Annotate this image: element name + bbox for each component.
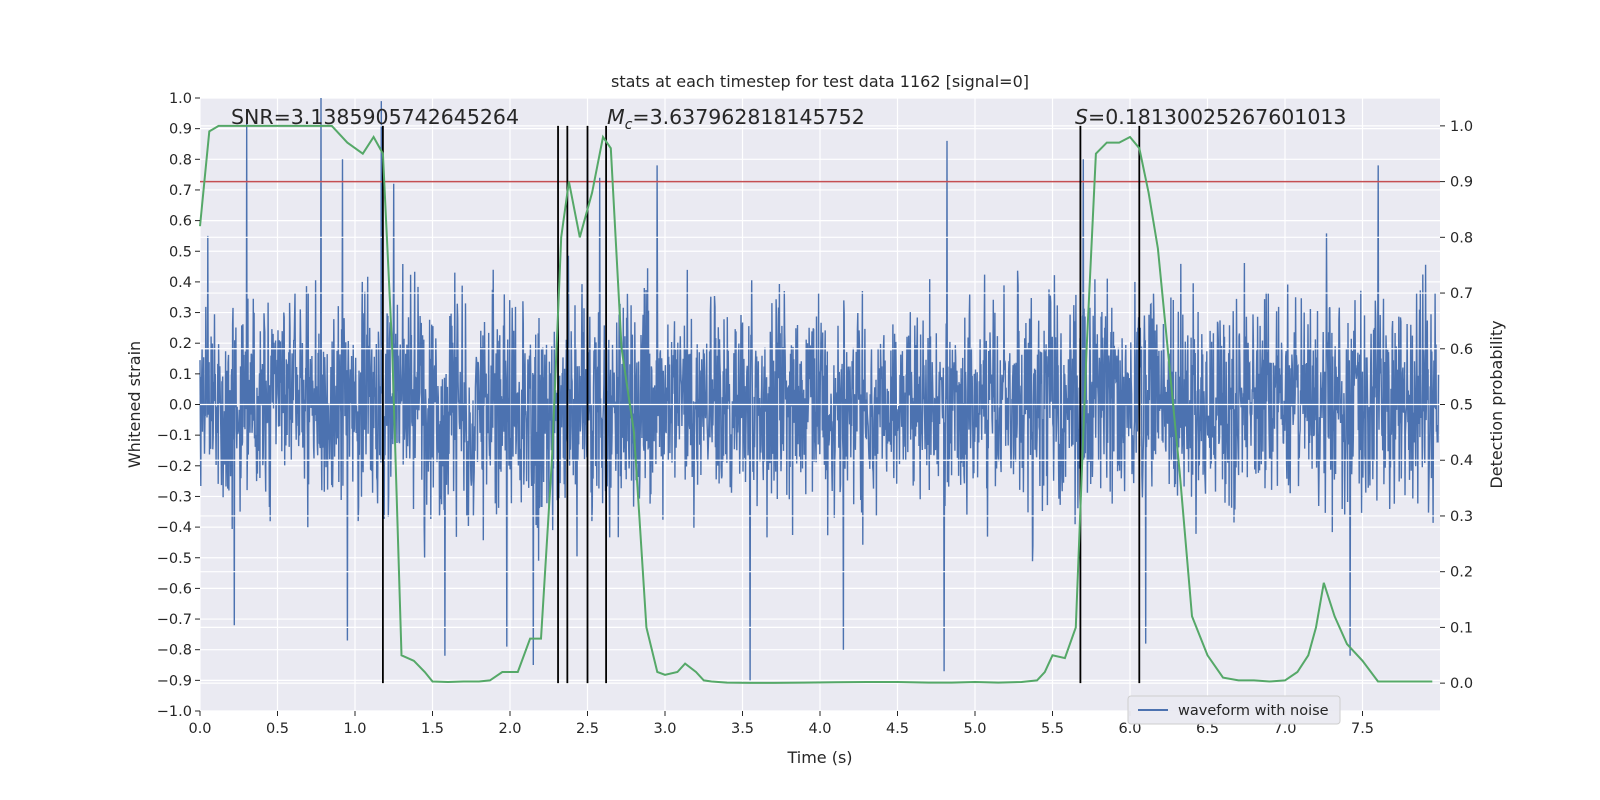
y-right-axis-label: Detection probability [1487, 320, 1506, 488]
y-left-tick-label: −0.7 [157, 612, 192, 628]
y-right-tick-label: 0.3 [1450, 509, 1473, 525]
horizontal-overlay [200, 125, 1440, 684]
y-left-tick-label: −1.0 [157, 704, 192, 720]
y-left-tick-label: −0.6 [157, 581, 192, 597]
y-left-tick-label: −0.9 [157, 673, 192, 689]
vertical-markers [381, 125, 1141, 684]
x-tick-label: 0.5 [266, 721, 289, 737]
y-left-tick-label: 0.6 [169, 214, 192, 230]
y-left-tick-label: 0.1 [169, 367, 192, 383]
x-tick-label: 0.0 [188, 721, 211, 737]
x-tick-label: 1.0 [343, 721, 366, 737]
chirp-mass-symbol: M [607, 105, 625, 129]
y-right-tick-label: 0.9 [1450, 175, 1473, 191]
y-left-tick-label: 0.5 [169, 244, 192, 260]
y-left-tick-label: 0.0 [169, 398, 192, 414]
x-tick-label: 2.0 [498, 721, 521, 737]
x-tick-label: 5.5 [1041, 721, 1064, 737]
x-tick-label: 2.5 [576, 721, 599, 737]
legend-box [1127, 695, 1341, 725]
y-right-tick-label: 0.6 [1450, 342, 1473, 358]
y-left-tick-label: 0.9 [169, 122, 192, 138]
waveform-line [199, 97, 1440, 681]
x-tick-label: 6.5 [1196, 721, 1219, 737]
y-right-tick-label: 0.8 [1450, 230, 1473, 246]
x-tick-label: 7.0 [1273, 721, 1296, 737]
chirp-mass-subscript: c [625, 117, 633, 133]
y-right-tick-label: 0.4 [1450, 453, 1473, 469]
legend-label: waveform with noise [1178, 703, 1329, 719]
x-tick-label: 4.5 [886, 721, 909, 737]
x-axis-label: Time (s) [786, 748, 852, 767]
y-left-tick-label: −0.8 [157, 643, 192, 659]
y-left-tick-label: −0.3 [157, 489, 192, 505]
probability-series [199, 124, 1433, 684]
y-right-tick-label: 0.0 [1450, 676, 1473, 692]
y-left-tick-label: 0.4 [169, 275, 192, 291]
y-right-tick-label: 0.2 [1450, 565, 1473, 581]
x-tick-label: 3.0 [653, 721, 676, 737]
y-left-tick-label: −0.4 [157, 520, 192, 536]
y-right-tick-label: 0.1 [1450, 620, 1473, 636]
y-left-tick-label: 0.7 [169, 183, 192, 199]
y-left-axis-label: Whitened strain [125, 341, 144, 468]
ticks: 0.0 0.5 1.0 1.5 2.0 2.5 3.0 3.5 4.0 4.5 5.0 5.5 6.0 6… [157, 91, 1473, 737]
y-left-tick-label: −0.2 [157, 459, 192, 475]
x-tick-label: 7.5 [1351, 721, 1374, 737]
labels: stats at each timestep for test data 116… [125, 72, 1506, 767]
chirp-mass-annotation: Mc=3.637962818145752 [607, 105, 865, 133]
y-right-tick-label: 0.5 [1450, 398, 1473, 414]
s-symbol: S [1075, 105, 1088, 129]
legend: waveform with noise [1127, 695, 1341, 725]
x-tick-label: 5.0 [963, 721, 986, 737]
waveform-series [199, 97, 1440, 681]
y-right-tick-label: 0.7 [1450, 286, 1473, 302]
s-value: =0.18130025267601013 [1088, 105, 1346, 129]
x-tick-label: 4.0 [808, 721, 831, 737]
chirp-mass-value: =3.637962818145752 [632, 105, 864, 129]
probability-line [199, 124, 1433, 684]
x-tick-label: 1.5 [421, 721, 444, 737]
chart-title: stats at each timestep for test data 116… [611, 72, 1029, 91]
snr-annotation: SNR=3.1385905742645264 [231, 105, 519, 129]
y-left-tick-label: 1.0 [169, 91, 192, 107]
x-tick-label: 3.5 [731, 721, 754, 737]
s-annotation: S=0.18130025267601013 [1075, 105, 1346, 129]
x-tick-label: 6.0 [1118, 721, 1141, 737]
y-left-tick-label: 0.8 [169, 152, 192, 168]
y-left-tick-label: 0.2 [169, 336, 192, 352]
y-left-tick-label: 0.3 [169, 306, 192, 322]
y-left-tick-label: −0.1 [157, 428, 192, 444]
y-left-tick-label: −0.5 [157, 551, 192, 567]
y-right-tick-label: 1.0 [1450, 119, 1473, 135]
